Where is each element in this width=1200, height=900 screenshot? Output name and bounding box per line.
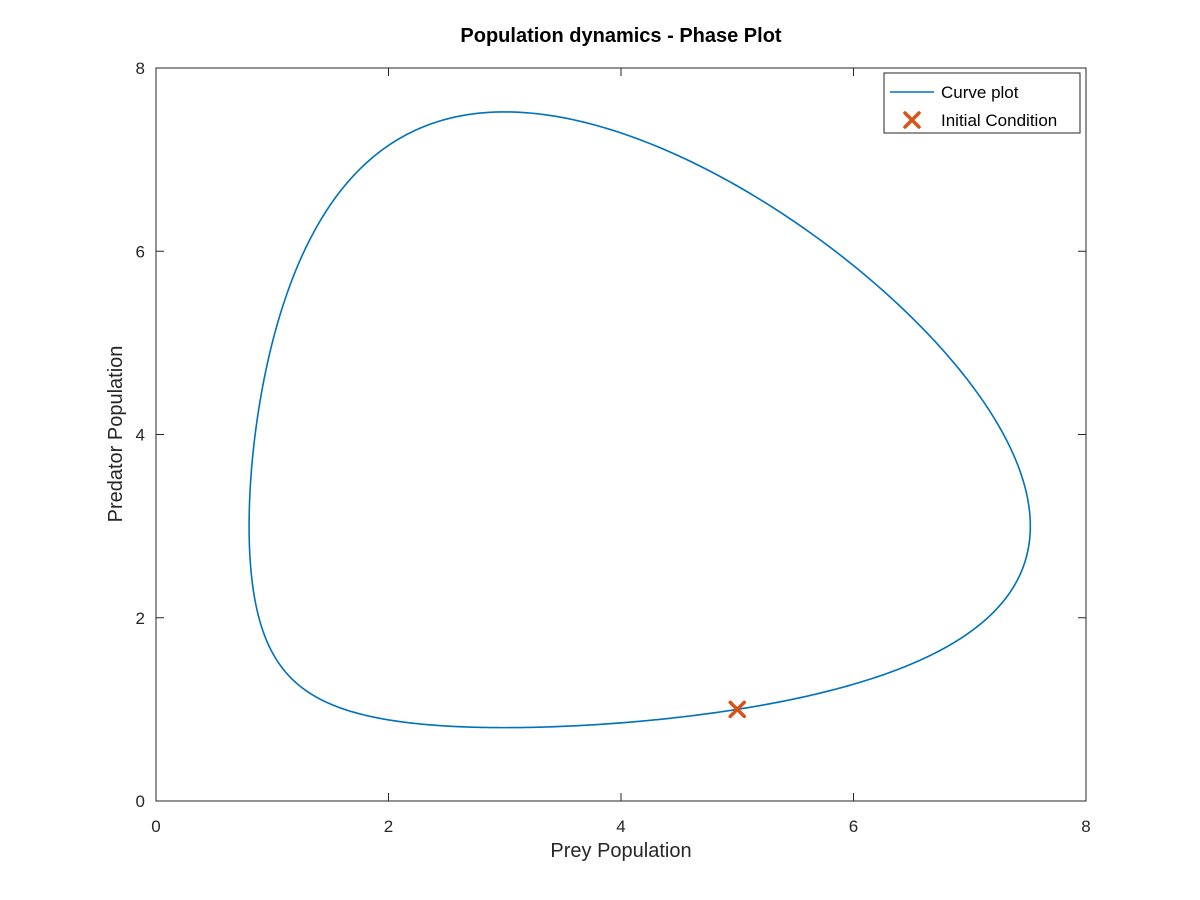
curve-plot-line [248, 111, 1032, 729]
x-tick-label: 8 [1081, 817, 1090, 836]
x-tick-label: 4 [616, 817, 625, 836]
y-tick-label: 0 [136, 792, 145, 811]
legend-marker-swatch [903, 111, 921, 129]
axes-box [155, 67, 1087, 802]
x-tick-label: 0 [151, 817, 160, 836]
y-axis-title: Predator Population [105, 346, 127, 523]
y-tick-label: 8 [136, 59, 145, 78]
axis-ticks: 0 2 4 6 8 0 2 4 6 8 [136, 59, 1091, 836]
x-axis-title: Prey Population [550, 840, 691, 862]
y-tick-label: 2 [136, 609, 145, 628]
plot-area [248, 111, 1032, 729]
legend-label-initial-condition: Initial Condition [941, 111, 1057, 130]
chart-title: Population dynamics - Phase Plot [460, 25, 782, 47]
legend: Curve plot Initial Condition [883, 72, 1081, 134]
x-tick-label: 6 [849, 817, 858, 836]
initial-condition-marker [728, 700, 746, 719]
marker-stroke [728, 700, 746, 719]
legend-label-curve-plot: Curve plot [941, 83, 1019, 102]
y-tick-label: 4 [136, 426, 145, 445]
y-tick-label: 6 [136, 242, 145, 261]
x-tick-label: 2 [384, 817, 393, 836]
